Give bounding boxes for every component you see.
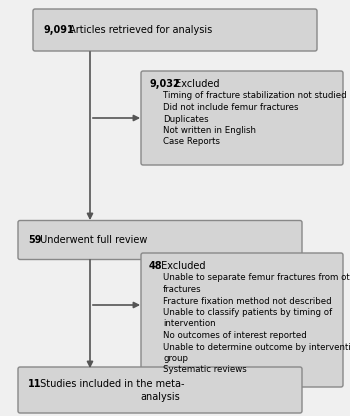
Text: 59: 59 bbox=[28, 235, 42, 245]
Text: 9,091: 9,091 bbox=[43, 25, 74, 35]
Text: Excluded: Excluded bbox=[172, 79, 219, 89]
Text: intervention: intervention bbox=[163, 319, 216, 329]
Text: Timing of fracture stabilization not studied: Timing of fracture stabilization not stu… bbox=[163, 92, 346, 101]
Text: 48: 48 bbox=[149, 261, 163, 271]
FancyBboxPatch shape bbox=[18, 367, 302, 413]
Text: Duplicates: Duplicates bbox=[163, 114, 209, 124]
FancyBboxPatch shape bbox=[33, 9, 317, 51]
Text: Excluded: Excluded bbox=[158, 261, 205, 271]
Text: 9,032: 9,032 bbox=[149, 79, 180, 89]
Text: Case Reports: Case Reports bbox=[163, 138, 220, 146]
Text: analysis: analysis bbox=[140, 392, 180, 402]
Text: Unable to determine outcome by intervention: Unable to determine outcome by intervent… bbox=[163, 342, 350, 352]
FancyBboxPatch shape bbox=[141, 71, 343, 165]
Text: 11: 11 bbox=[28, 379, 42, 389]
FancyBboxPatch shape bbox=[18, 220, 302, 260]
Text: Unable to classify patients by timing of: Unable to classify patients by timing of bbox=[163, 308, 332, 317]
Text: No outcomes of interest reported: No outcomes of interest reported bbox=[163, 331, 307, 340]
Text: fractures: fractures bbox=[163, 285, 202, 294]
Text: Fracture fixation method not described: Fracture fixation method not described bbox=[163, 297, 332, 305]
Text: Studies included in the meta-: Studies included in the meta- bbox=[37, 379, 184, 389]
FancyBboxPatch shape bbox=[141, 253, 343, 387]
Text: Underwent full review: Underwent full review bbox=[37, 235, 147, 245]
Text: Unable to separate femur fractures from other: Unable to separate femur fractures from … bbox=[163, 273, 350, 282]
Text: Articles retrieved for analysis: Articles retrieved for analysis bbox=[65, 25, 212, 35]
Text: group: group bbox=[163, 354, 188, 363]
Text: Not written in English: Not written in English bbox=[163, 126, 256, 135]
Text: Systematic reviews: Systematic reviews bbox=[163, 366, 247, 374]
Text: Did not include femur fractures: Did not include femur fractures bbox=[163, 103, 299, 112]
